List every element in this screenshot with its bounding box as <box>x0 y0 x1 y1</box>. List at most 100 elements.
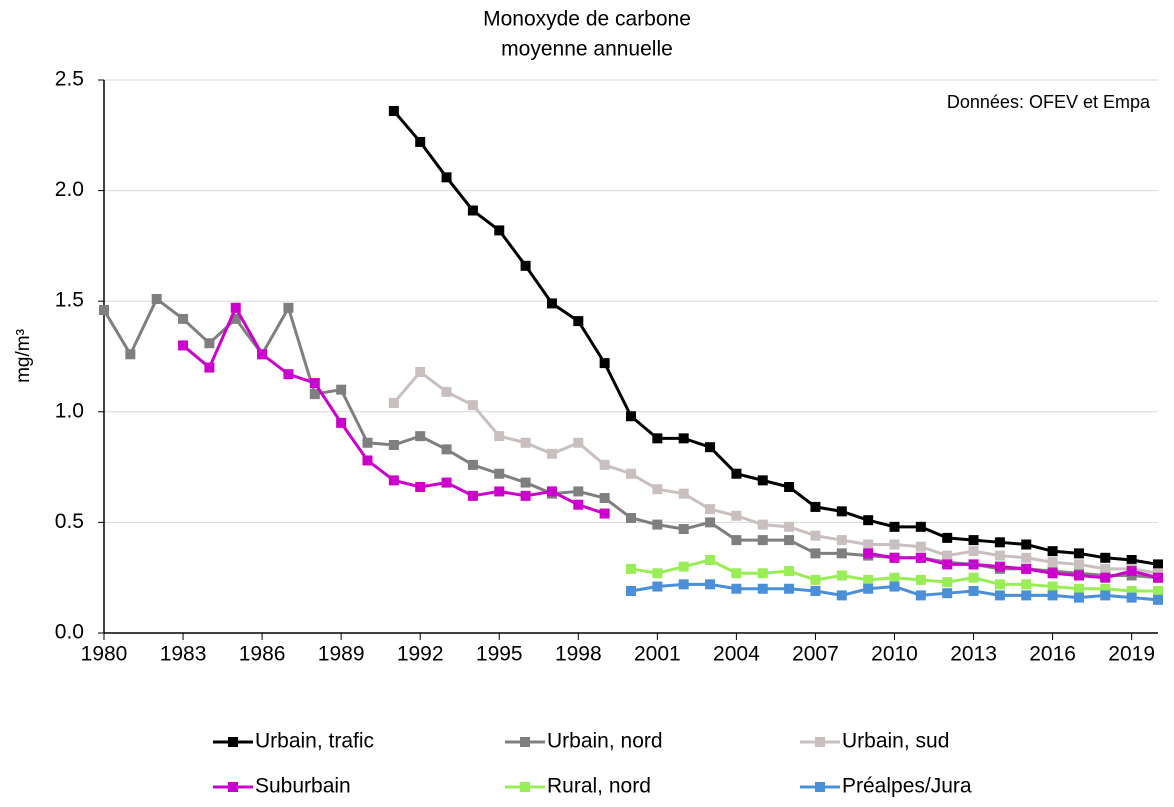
y-tick-label: 1.5 <box>55 289 84 312</box>
x-tick-label: 2019 <box>1108 643 1155 666</box>
data-point <box>678 561 689 572</box>
data-point <box>836 590 847 601</box>
data-point <box>810 530 821 541</box>
chart-title: Monoxyde de carbone <box>483 8 691 31</box>
x-tick-label: 1983 <box>160 643 207 666</box>
data-point <box>757 568 768 579</box>
data-point <box>731 583 742 594</box>
data-point <box>230 313 241 324</box>
series-line <box>392 369 1159 575</box>
data-point <box>546 448 557 459</box>
data-point <box>1073 583 1084 594</box>
x-tick-label: 1986 <box>239 643 286 666</box>
x-tick-label: 2010 <box>871 643 918 666</box>
data-point <box>546 298 557 309</box>
data-point <box>257 349 268 360</box>
data-point <box>915 541 926 552</box>
data-point <box>889 521 900 532</box>
x-tick-label: 1995 <box>476 643 523 666</box>
data-point <box>942 532 953 543</box>
data-point <box>1073 592 1084 603</box>
data-point <box>441 444 452 455</box>
data-point <box>1047 581 1058 592</box>
data-point <box>1047 557 1058 568</box>
data-point <box>1100 563 1111 574</box>
series-line <box>182 304 1159 580</box>
data-point <box>494 225 505 236</box>
data-point <box>599 358 610 369</box>
legend-label: Urbain, nord <box>547 730 663 753</box>
data-point <box>441 172 452 183</box>
data-point <box>889 552 900 563</box>
data-point <box>757 583 768 594</box>
data-point <box>1153 585 1163 596</box>
data-point <box>178 313 189 324</box>
data-point <box>810 585 821 596</box>
data-point <box>283 302 294 313</box>
x-tick-label: 1989 <box>318 643 365 666</box>
data-point <box>705 442 716 453</box>
x-tick-label: 1980 <box>81 643 128 666</box>
data-point <box>994 537 1005 548</box>
legend-marker <box>228 737 238 747</box>
data-point <box>705 555 716 566</box>
data-point <box>1073 570 1084 581</box>
data-point <box>994 579 1005 590</box>
data-point <box>968 535 979 546</box>
data-point <box>309 389 320 400</box>
x-tick-label: 2016 <box>1029 643 1076 666</box>
data-point <box>994 590 1005 601</box>
data-point <box>1126 585 1137 596</box>
data-point <box>626 411 636 422</box>
data-point <box>1153 572 1163 583</box>
data-point <box>968 585 979 596</box>
data-point <box>1100 590 1111 601</box>
legend-label: Suburbain <box>255 775 351 798</box>
data-point <box>336 384 347 395</box>
data-point <box>678 579 689 590</box>
data-point <box>994 561 1005 572</box>
data-point <box>652 484 663 495</box>
data-point <box>784 482 795 493</box>
data-point <box>1073 548 1084 559</box>
data-point <box>441 386 452 397</box>
data-point <box>863 574 874 585</box>
data-point <box>388 475 399 486</box>
data-point <box>731 468 742 479</box>
x-tick-label: 2004 <box>713 643 760 666</box>
data-point <box>705 579 716 590</box>
data-point <box>151 293 162 304</box>
data-point <box>1021 563 1032 574</box>
data-point <box>889 581 900 592</box>
data-point <box>757 519 768 530</box>
data-point <box>415 366 426 377</box>
data-point <box>494 468 505 479</box>
data-point <box>942 559 953 570</box>
y-tick-label: 2.0 <box>55 178 84 201</box>
data-point <box>520 490 531 501</box>
data-point <box>1100 583 1111 594</box>
legend-marker <box>520 737 530 747</box>
data-point <box>915 574 926 585</box>
data-point <box>652 581 663 592</box>
data-point <box>836 570 847 581</box>
data-point <box>1047 590 1058 601</box>
data-point <box>836 548 847 559</box>
data-point <box>942 577 953 588</box>
data-point <box>705 504 716 515</box>
data-point <box>573 486 584 497</box>
data-point <box>863 515 874 526</box>
data-point <box>889 539 900 550</box>
data-point <box>1100 572 1111 583</box>
x-tick-label: 2007 <box>792 643 839 666</box>
data-point <box>942 588 953 599</box>
data-point <box>784 566 795 577</box>
data-point <box>1021 579 1032 590</box>
data-point <box>1153 594 1163 605</box>
data-point <box>99 305 109 316</box>
data-point <box>1100 552 1111 563</box>
y-axis-label: mg/m³ <box>13 329 34 383</box>
data-point <box>1021 539 1032 550</box>
data-point <box>915 552 926 563</box>
data-point <box>599 508 610 519</box>
